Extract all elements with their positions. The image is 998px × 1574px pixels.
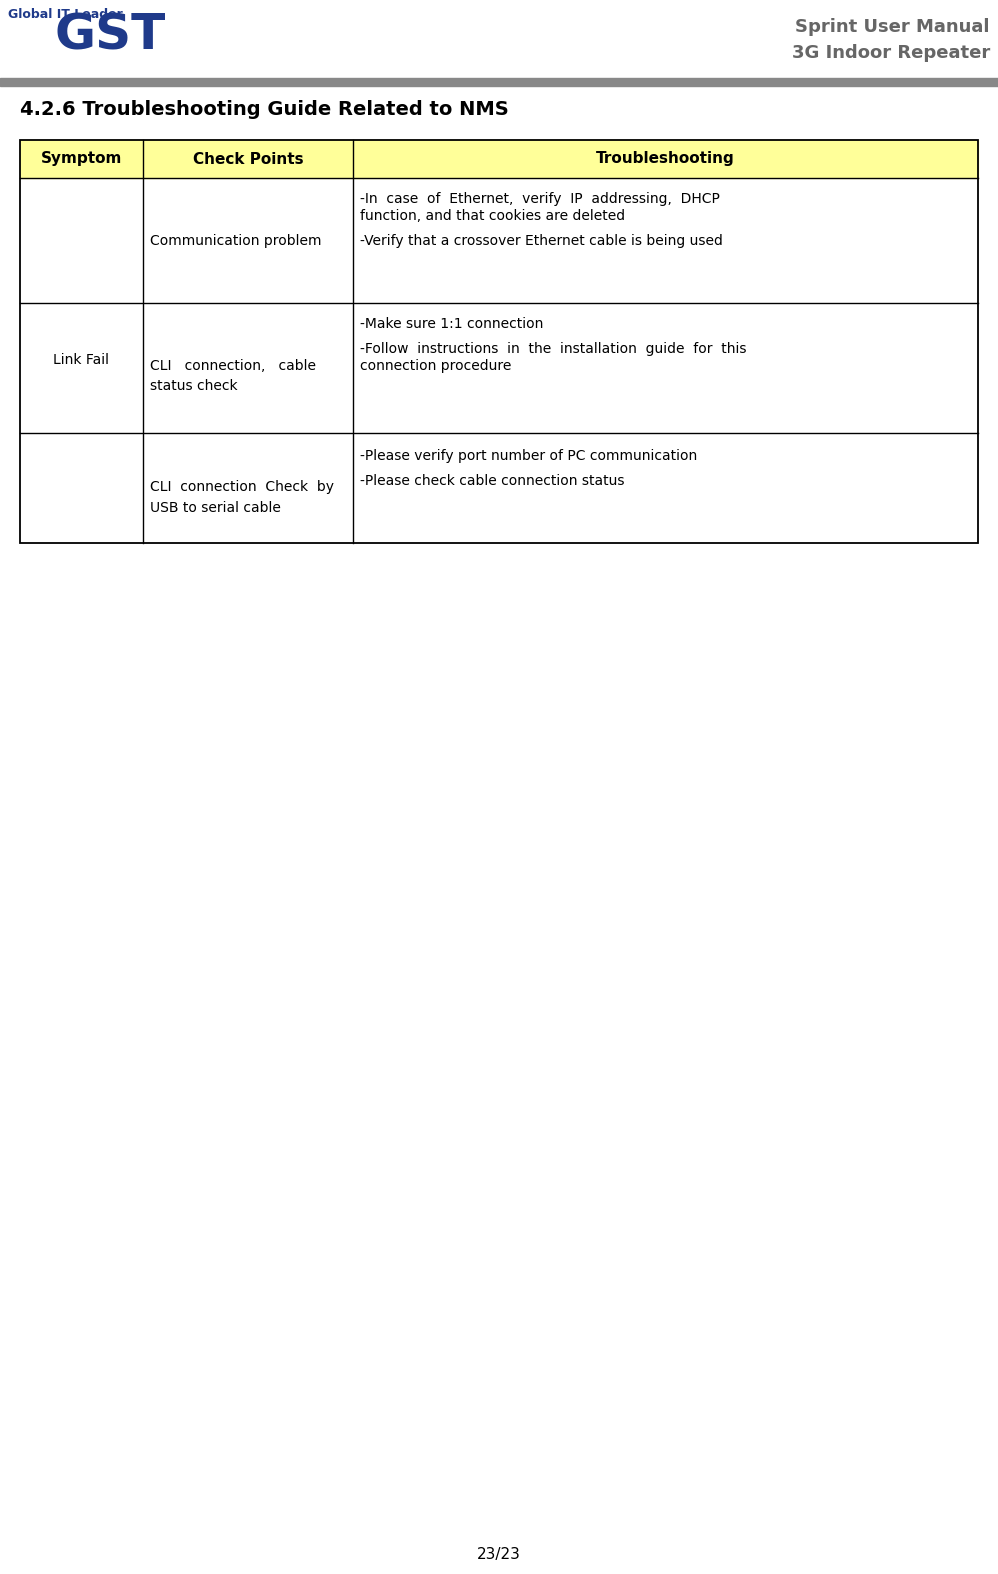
Text: Global IT Leader: Global IT Leader — [8, 8, 123, 20]
Text: function, and that cookies are deleted: function, and that cookies are deleted — [360, 209, 626, 224]
Text: -Please check cable connection status: -Please check cable connection status — [360, 474, 625, 488]
Text: Symptom: Symptom — [41, 151, 122, 167]
Text: connection procedure: connection procedure — [360, 359, 512, 373]
Bar — [20, 140, 978, 178]
Bar — [20, 140, 978, 543]
Text: 4.2.6 Troubleshooting Guide Related to NMS: 4.2.6 Troubleshooting Guide Related to N… — [20, 101, 509, 120]
Text: -Follow  instructions  in  the  installation  guide  for  this: -Follow instructions in the installation… — [360, 342, 747, 356]
Text: -Verify that a crossover Ethernet cable is being used: -Verify that a crossover Ethernet cable … — [360, 235, 724, 249]
Text: Communication problem: Communication problem — [150, 233, 321, 247]
Text: Sprint User Manual: Sprint User Manual — [795, 17, 990, 36]
Text: CLI   connection,   cable: CLI connection, cable — [150, 359, 315, 373]
Text: Link Fail: Link Fail — [53, 354, 110, 367]
Text: -Please verify port number of PC communication: -Please verify port number of PC communi… — [360, 449, 698, 463]
Text: USB to serial cable: USB to serial cable — [150, 502, 280, 516]
Text: 3G Indoor Repeater: 3G Indoor Repeater — [791, 44, 990, 61]
Text: Troubleshooting: Troubleshooting — [597, 151, 736, 167]
Text: Check Points: Check Points — [193, 151, 303, 167]
Text: 23/23: 23/23 — [477, 1547, 521, 1563]
Text: -In  case  of  Ethernet,  verify  IP  addressing,  DHCP: -In case of Ethernet, verify IP addressi… — [360, 192, 721, 206]
Bar — [0, 79, 998, 87]
Text: CLI  connection  Check  by: CLI connection Check by — [150, 480, 333, 494]
Text: status check: status check — [150, 379, 238, 394]
Text: GST: GST — [54, 13, 166, 60]
Text: -Make sure 1:1 connection: -Make sure 1:1 connection — [360, 316, 544, 331]
